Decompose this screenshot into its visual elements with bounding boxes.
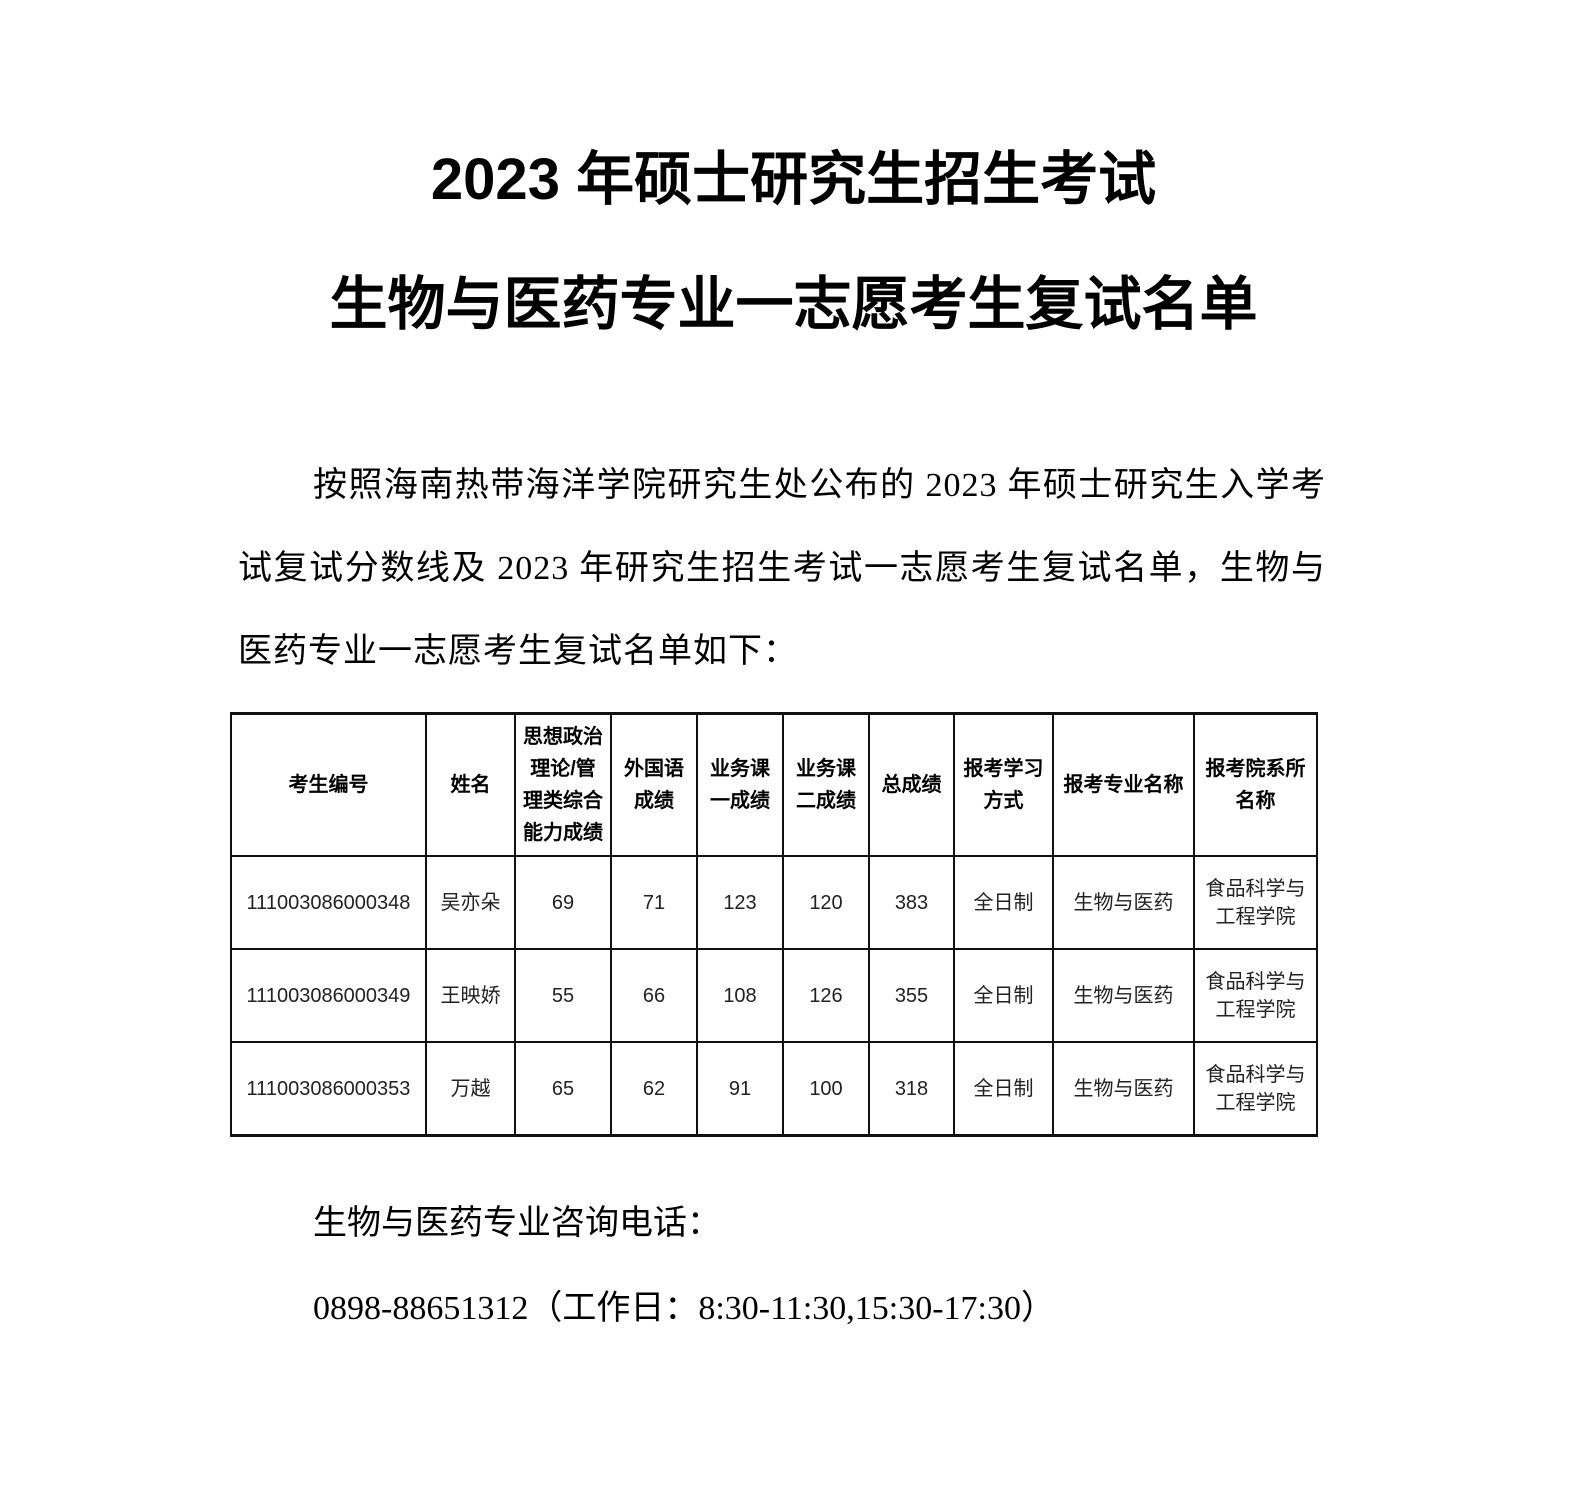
table-cell: 生物与医药 (1052, 1041, 1195, 1137)
table-cell: 62 (610, 1041, 698, 1137)
table-cell: 111003086000353 (230, 1041, 427, 1137)
table-row: 111003086000349 王映娇 55 66 108 126 355 全日制 生物与医药食… (230, 948, 1318, 1043)
table-cell: 食品科学与工程学院 (1193, 855, 1318, 950)
table-cell: 66 (610, 948, 698, 1043)
column-header: 业务课二成绩 (782, 712, 870, 857)
table-cell: 120 (782, 855, 870, 950)
column-header: 考生编号 (230, 712, 427, 857)
title-line-2: 生物与医药专业一志愿考生复试名单 (329, 272, 1258, 337)
table-cell: 111003086000348 (230, 855, 427, 950)
table-cell: 123 (696, 855, 784, 950)
candidate-table: 考生编号 姓名 思想政治理论/管理类综合能力成绩 外国语成绩 业务课一成绩 业务课二成绩总… (230, 712, 1318, 1137)
column-header: 外国语成绩 (610, 712, 698, 857)
column-header: 报考学习方式 (953, 712, 1054, 857)
column-header: 总成绩 (868, 712, 955, 857)
table-cell: 食品科学与工程学院 (1193, 948, 1318, 1043)
column-header: 思想政治理论/管理类综合能力成绩 (514, 712, 612, 857)
table-cell: 69 (514, 855, 612, 950)
column-header: 报考院系所名称 (1193, 712, 1318, 857)
title-line-1: 2023 年硕士研究生招生考试 (430, 147, 1157, 212)
table-cell: 318 (868, 1041, 955, 1137)
table-cell: 100 (782, 1041, 870, 1137)
table-cell: 71 (610, 855, 698, 950)
table-row: 111003086000348 吴亦朵 69 71 123 120 383 全日制 生物与医药食… (230, 855, 1318, 950)
column-header: 业务课一成绩 (696, 712, 784, 857)
table-cell: 65 (514, 1041, 612, 1137)
table-cell: 91 (696, 1041, 784, 1137)
table-cell: 万越 (425, 1041, 516, 1137)
table-cell: 108 (696, 948, 784, 1043)
table-cell: 355 (868, 948, 955, 1043)
table-cell: 126 (782, 948, 870, 1043)
table-cell: 生物与医药 (1052, 948, 1195, 1043)
column-header: 姓名 (425, 712, 516, 857)
table-cell: 111003086000349 (230, 948, 427, 1043)
table-cell: 全日制 (953, 1041, 1054, 1137)
table-row: 111003086000353 万越 65 62 91 100 318 全日制 生物与医药 食品科… (230, 1041, 1318, 1137)
table-cell: 383 (868, 855, 955, 950)
table-cell: 55 (514, 948, 612, 1043)
intro-paragraph: 按照海南热带海洋学院研究生处公布的 2023 年硕士研究生入学考试复试分数线及 … (238, 467, 1326, 670)
table-header-row: 考生编号 姓名 思想政治理论/管理类综合能力成绩 外国语成绩 业务课一成绩 业务课二成绩总… (230, 712, 1318, 857)
table-cell: 吴亦朵 (425, 855, 516, 950)
table-cell: 生物与医药 (1052, 855, 1195, 950)
table-cell: 食品科学与工程学院 (1193, 1041, 1318, 1137)
contact-phone: 0898-88651312（工作日：8:30-11:30,15:30-17:30… (313, 1290, 1055, 1327)
table-cell: 全日制 (953, 948, 1054, 1043)
contact-label: 生物与医药专业咨询电话： (313, 1205, 721, 1242)
table-cell: 王映娇 (425, 948, 516, 1043)
table-cell: 全日制 (953, 855, 1054, 950)
column-header: 报考专业名称 (1052, 712, 1195, 857)
